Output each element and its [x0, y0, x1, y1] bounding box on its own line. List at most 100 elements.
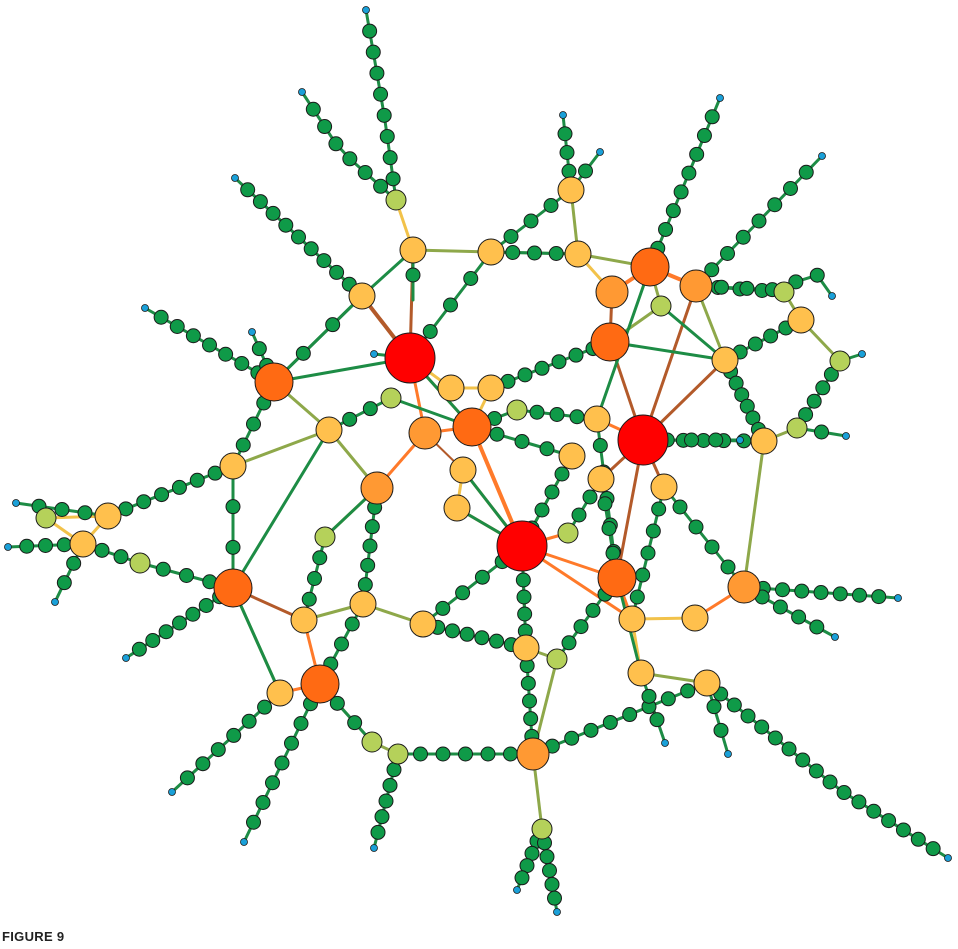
green-node [721, 560, 735, 574]
light-orange-node [588, 466, 614, 492]
green-node [795, 584, 809, 598]
orange-node [680, 270, 712, 302]
green-node [727, 698, 741, 712]
light-orange-node [751, 428, 777, 454]
green-node [475, 570, 489, 584]
green-node [247, 417, 261, 431]
green-node [361, 558, 375, 572]
green-node [253, 195, 267, 209]
green-node [666, 204, 680, 218]
green-node [155, 488, 169, 502]
blue-tip-node [895, 595, 902, 602]
blue-tip-node [52, 599, 59, 606]
green-node [95, 543, 109, 557]
blue-tip-node [832, 634, 839, 641]
green-node [768, 731, 782, 745]
light-orange-node [619, 606, 645, 632]
green-node [792, 610, 806, 624]
green-node [685, 433, 699, 447]
green-node [535, 361, 549, 375]
green-node [444, 298, 458, 312]
green-node [540, 442, 554, 456]
red-hub-node [618, 415, 668, 465]
green-node [78, 506, 92, 520]
green-node [256, 796, 270, 810]
green-node [552, 355, 566, 369]
green-node [363, 24, 377, 38]
green-node [258, 700, 272, 714]
yellow-green-node [36, 508, 56, 528]
green-node [572, 508, 586, 522]
green-node [598, 497, 612, 511]
green-node [623, 708, 637, 722]
green-node [810, 620, 824, 634]
light-orange-node [478, 375, 504, 401]
green-node [304, 242, 318, 256]
green-node [543, 864, 557, 878]
green-node [172, 480, 186, 494]
light-orange-node [558, 177, 584, 203]
green-node [252, 342, 266, 356]
green-node [545, 485, 559, 499]
green-node [705, 540, 719, 554]
light-orange-node [584, 406, 610, 432]
green-node [236, 438, 250, 452]
green-node [266, 206, 280, 220]
green-node [673, 500, 687, 514]
green-node [370, 66, 384, 80]
green-node [574, 620, 588, 634]
light-orange-node [788, 307, 814, 333]
dark-orange-node [214, 569, 252, 607]
yellow-green-node [388, 744, 408, 764]
green-node [335, 637, 349, 651]
green-node [383, 778, 397, 792]
green-node [173, 616, 187, 630]
green-node [548, 891, 562, 905]
green-node [159, 625, 173, 639]
green-node [661, 692, 675, 706]
green-node [456, 586, 470, 600]
yellow-green-node [315, 527, 335, 547]
yellow-green-node [774, 282, 794, 302]
green-node [562, 636, 576, 650]
yellow-green-node [547, 649, 567, 669]
green-node [436, 601, 450, 615]
green-node [714, 723, 728, 737]
green-node [383, 151, 397, 165]
blue-tip-node [232, 175, 239, 182]
green-node [682, 166, 696, 180]
orange-node [596, 276, 628, 308]
green-node [490, 427, 504, 441]
green-node [721, 247, 735, 261]
light-orange-node [349, 283, 375, 309]
green-node [475, 631, 489, 645]
yellow-green-node [386, 190, 406, 210]
green-node [170, 320, 184, 334]
green-node [379, 794, 393, 808]
green-node [524, 712, 538, 726]
green-node [247, 815, 261, 829]
green-node [374, 179, 388, 193]
green-node [504, 230, 518, 244]
green-node [329, 137, 343, 151]
green-node [516, 573, 530, 587]
green-node [545, 877, 559, 891]
dark-orange-node [598, 559, 636, 597]
green-node [436, 747, 450, 761]
green-node [896, 823, 910, 837]
green-node [294, 717, 308, 731]
green-node [579, 164, 593, 178]
green-node [550, 408, 564, 422]
green-node [226, 540, 240, 554]
green-node [569, 348, 583, 362]
green-node [583, 490, 597, 504]
green-node [524, 214, 538, 228]
green-node [459, 747, 473, 761]
green-node [764, 329, 778, 343]
blue-tip-node [554, 909, 561, 916]
green-node [748, 337, 762, 351]
green-node [186, 329, 200, 343]
light-orange-node [438, 375, 464, 401]
green-node [853, 588, 867, 602]
